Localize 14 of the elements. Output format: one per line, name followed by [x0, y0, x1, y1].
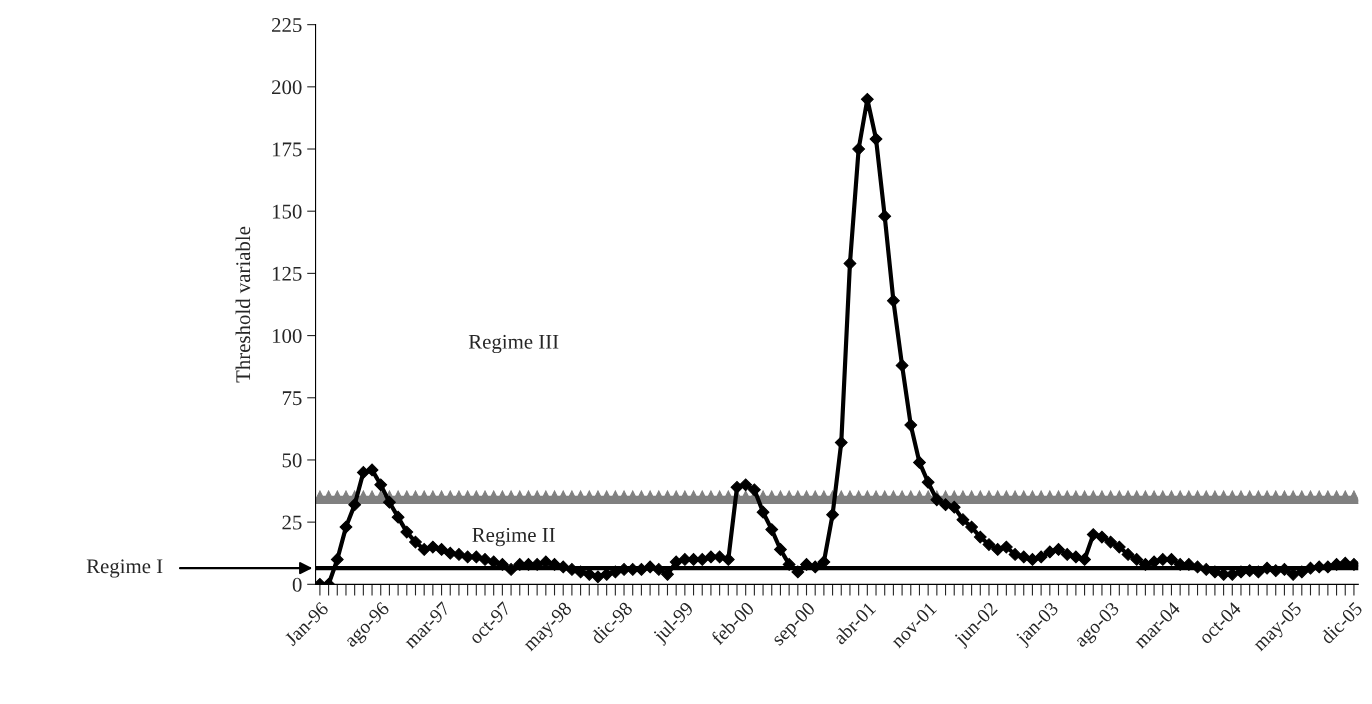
y-tick-label: 125	[272, 266, 302, 281]
y-axis-title: Threshold variable	[235, 226, 251, 383]
y-tick-label: 175	[272, 142, 302, 157]
y-tick-label: 100	[272, 328, 302, 344]
y-tick-label: 50	[282, 453, 302, 468]
ref-line-label: Regime I	[86, 559, 163, 578]
y-tick-label: 75	[282, 391, 302, 406]
y-tick-label: 25	[282, 515, 302, 530]
y-tick-label: 0	[292, 577, 302, 592]
annotation: Regime II	[472, 527, 555, 547]
y-tick-label: 225	[272, 18, 302, 33]
y-tick-label: 150	[272, 204, 302, 219]
annotation: Regime III	[468, 334, 559, 354]
y-tick-label: 200	[272, 80, 302, 95]
